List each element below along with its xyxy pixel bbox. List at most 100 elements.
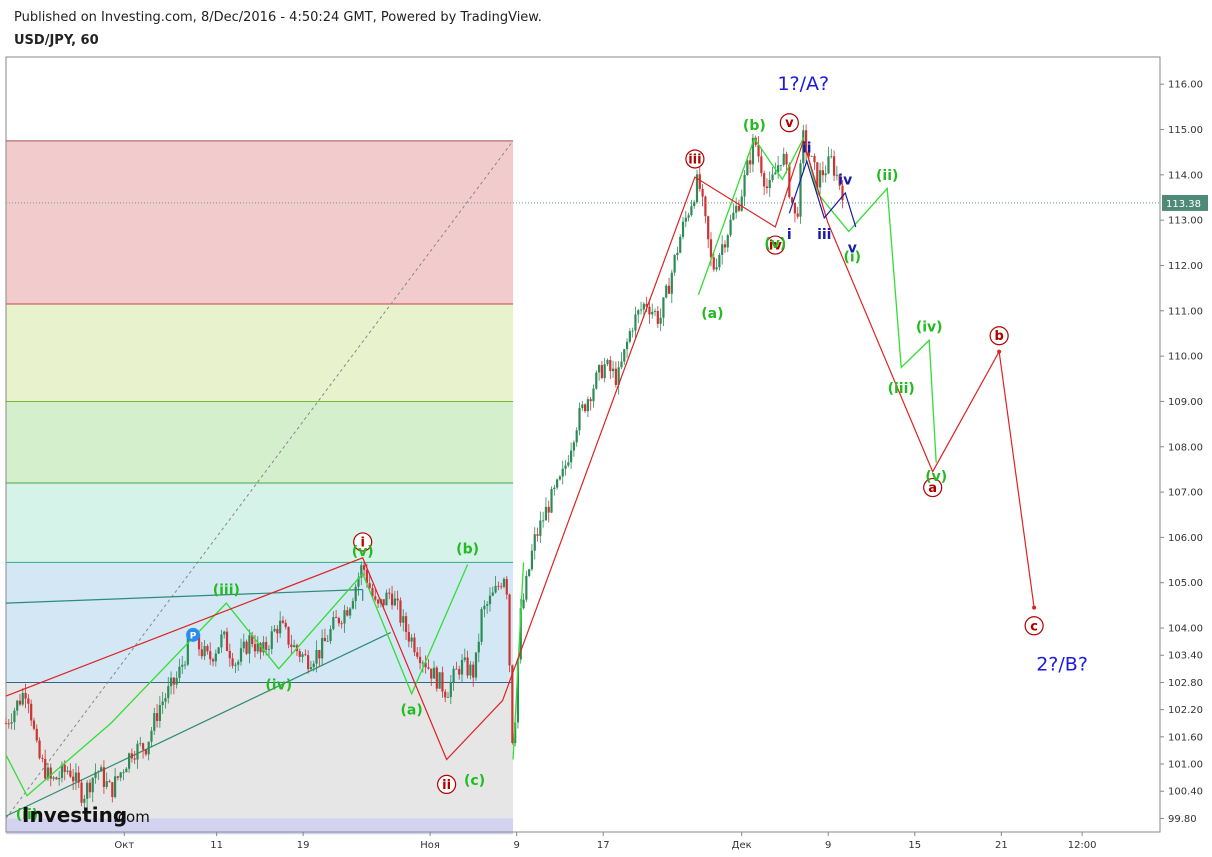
candle-body: [38, 740, 41, 759]
candle-body: [645, 303, 648, 307]
candle-body: [279, 620, 282, 634]
x-tick-label: Дек: [732, 840, 752, 851]
candle-body: [810, 155, 813, 157]
x-tick-label: 21: [995, 840, 1008, 851]
candle-body: [807, 151, 811, 157]
wave-label-red: ii: [442, 778, 451, 793]
wave-label-green: (a): [401, 703, 423, 719]
candle-body: [153, 713, 156, 731]
candle-body: [707, 216, 710, 240]
candle-body: [723, 244, 727, 248]
candle-body: [335, 617, 338, 619]
candle-body: [466, 657, 469, 676]
y-tick-label: 108.00: [1168, 442, 1203, 453]
candle-body: [469, 664, 472, 676]
wave-label-green: (a): [701, 306, 723, 322]
candle-body: [432, 667, 436, 679]
green-wave-line: [512, 562, 525, 760]
candle-body: [178, 666, 181, 678]
wave-label-circle: [353, 532, 373, 552]
candle-body: [315, 649, 318, 664]
candle-body: [709, 239, 713, 258]
candle-body: [793, 202, 797, 214]
wave-label-circle: [923, 477, 943, 498]
candle-body: [623, 349, 626, 362]
candle-body: [318, 649, 321, 659]
pivot-badge-label: P: [190, 631, 197, 641]
candle-body: [718, 254, 721, 268]
channel-line: [5, 588, 363, 604]
candle-body: [455, 668, 458, 670]
candle-body: [10, 722, 13, 724]
candle-body: [704, 196, 707, 217]
wave-label-green: (ii): [16, 807, 38, 823]
candle-body: [66, 770, 69, 772]
candle-body: [782, 153, 785, 165]
candle-body: [474, 652, 478, 678]
candle-body: [139, 743, 142, 745]
y-tick-label: 114.00: [1168, 170, 1203, 181]
candle-body: [200, 649, 203, 657]
candle-body: [329, 629, 332, 641]
candle-body: [832, 156, 836, 176]
candle-body: [290, 644, 293, 648]
y-tick-label: 116.00: [1168, 80, 1203, 91]
candle-body: [665, 285, 668, 298]
candle-body: [536, 534, 539, 536]
candle-body: [530, 550, 534, 570]
candle-body: [108, 781, 111, 783]
candle-body: [788, 164, 791, 198]
candle-body: [480, 609, 483, 642]
wave-label-red: iii: [688, 152, 701, 167]
candle-body: [500, 586, 503, 588]
candle-body: [86, 782, 89, 799]
candle-body: [695, 174, 699, 203]
candle-body: [388, 592, 391, 594]
candle-body: [642, 303, 645, 310]
candle-body: [102, 767, 106, 787]
x-tick-label: 9: [825, 840, 831, 851]
candle-body: [488, 595, 492, 605]
wave-label-red: iii: [817, 227, 831, 243]
candle-body: [774, 172, 777, 175]
candle-body: [477, 641, 480, 653]
wave-label-green: (b): [456, 542, 479, 558]
wave-label-red: i: [360, 535, 364, 550]
candle-body: [620, 361, 623, 368]
candle-body: [749, 160, 752, 165]
candle-body: [768, 180, 771, 188]
candle-body: [63, 764, 66, 772]
candle-body: [105, 781, 108, 787]
candle-body: [805, 130, 808, 152]
candle-body: [494, 585, 497, 593]
candle-body: [340, 623, 343, 625]
wave-label-blue: ii: [802, 141, 812, 157]
candle-body: [237, 661, 240, 665]
candle-body: [242, 641, 245, 649]
candle-body: [410, 637, 413, 642]
candle-body: [740, 196, 743, 211]
candle-body: [97, 771, 100, 773]
candle-body: [58, 777, 61, 780]
candle-body: [217, 647, 220, 654]
candle-body: [550, 489, 553, 513]
x-tick-label: 9: [513, 840, 519, 851]
candle-body: [273, 628, 276, 632]
candle-body: [60, 764, 64, 778]
wave-label-green: (iv): [916, 320, 943, 336]
wave-label-red: a: [928, 481, 937, 496]
candle-body: [161, 701, 164, 706]
candle-body: [111, 782, 114, 798]
candle-body: [763, 173, 766, 187]
x-tick-label: 11: [210, 840, 223, 851]
candle-body: [653, 311, 657, 312]
candle-body: [625, 341, 629, 350]
candle-body: [841, 185, 844, 201]
candle-body: [91, 777, 94, 793]
candle-body: [659, 317, 662, 324]
candle-body: [444, 691, 447, 698]
wave-label-circle: [779, 113, 799, 133]
y-tick-label: 104.00: [1168, 624, 1203, 635]
wave-label-green: (ii): [876, 168, 898, 184]
